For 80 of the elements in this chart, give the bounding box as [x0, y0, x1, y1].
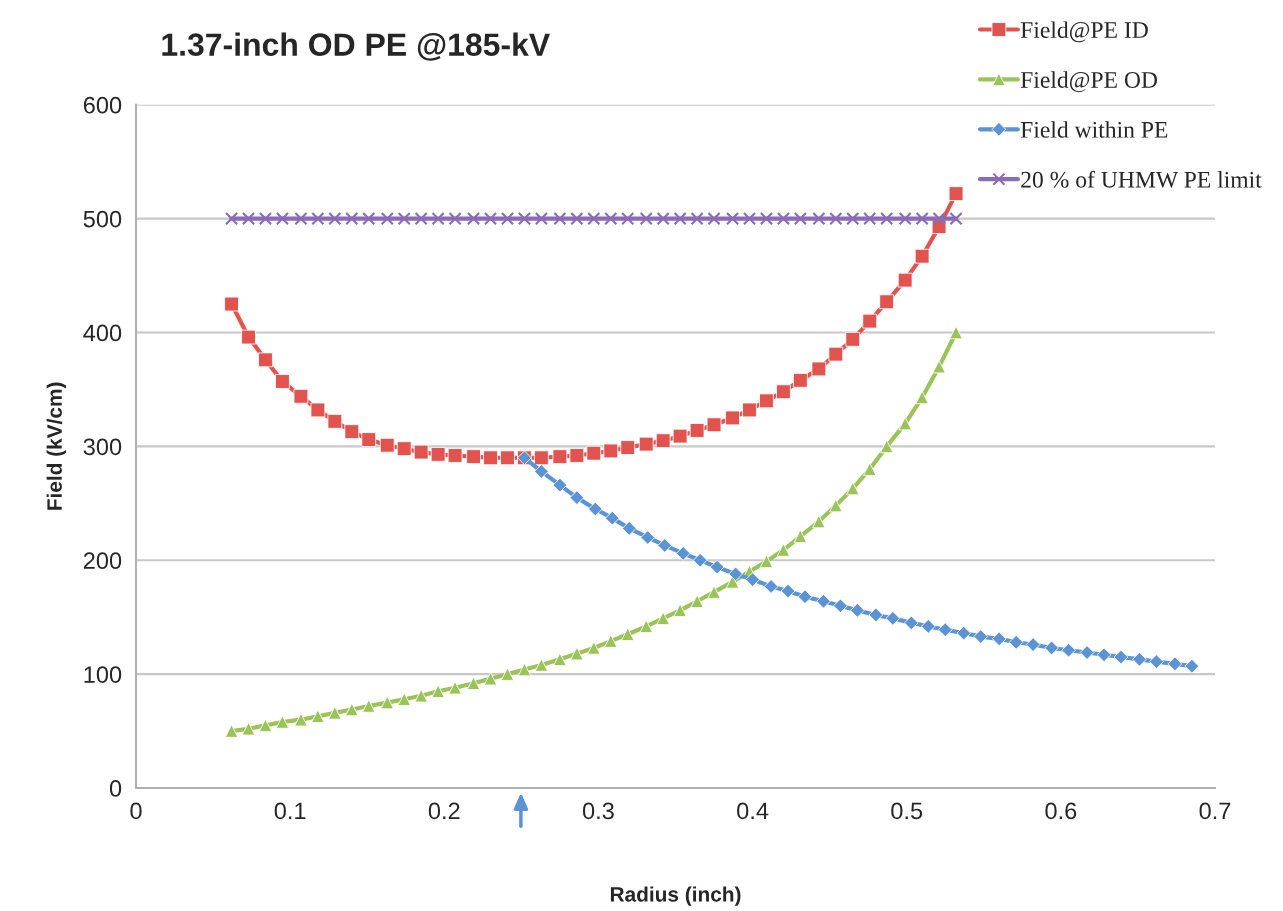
point — [742, 212, 757, 226]
legend-label: Field@PE OD — [1020, 71, 1158, 93]
point — [948, 186, 964, 201]
legend-label: Field@PE ID — [1020, 21, 1148, 43]
point — [396, 441, 412, 457]
point — [656, 212, 670, 226]
point — [880, 212, 894, 226]
point — [725, 212, 740, 226]
x-tick-label: 0.1 — [274, 802, 306, 820]
point — [258, 212, 273, 226]
point — [829, 212, 843, 226]
y-axis-title: Field (kV/cm) — [46, 382, 67, 510]
point — [812, 212, 826, 226]
point — [949, 212, 963, 226]
y-tick-label: 200 — [83, 552, 122, 570]
x-tick-label: 0.7 — [1199, 802, 1231, 820]
point — [466, 212, 481, 226]
point — [224, 212, 239, 226]
legend-label: Field within PE — [1020, 121, 1168, 138]
point — [448, 212, 462, 226]
point — [863, 212, 877, 226]
point — [898, 212, 912, 226]
point — [776, 212, 790, 226]
point — [897, 272, 913, 288]
point — [759, 212, 774, 226]
y-tick-label: 400 — [83, 324, 122, 342]
point — [862, 313, 878, 329]
point — [380, 212, 394, 226]
x-tick-label: 0.2 — [428, 802, 460, 820]
point — [500, 212, 515, 226]
point — [846, 212, 860, 226]
point — [483, 212, 498, 226]
point — [706, 417, 722, 433]
x-axis-title: Radius (inch) — [610, 886, 741, 906]
y-tick-label: 500 — [83, 210, 122, 228]
point — [517, 212, 532, 226]
point — [275, 212, 290, 226]
point — [604, 212, 618, 226]
y-tick-label: 100 — [84, 666, 122, 683]
point — [828, 346, 844, 362]
y-tick-label: 0 — [109, 780, 122, 797]
point — [639, 212, 653, 226]
point — [397, 212, 411, 226]
x-tick-label: 0.3 — [582, 802, 614, 820]
point — [621, 212, 635, 226]
point — [587, 212, 601, 226]
point — [379, 437, 395, 453]
point — [327, 413, 343, 429]
point — [690, 212, 704, 226]
point — [294, 212, 308, 226]
point — [914, 248, 930, 264]
point — [344, 424, 360, 439]
point — [570, 212, 584, 226]
point — [414, 212, 428, 226]
point — [673, 212, 687, 226]
point — [224, 296, 239, 312]
y-tick-label: 300 — [83, 438, 122, 456]
point — [553, 212, 567, 226]
x-tick-label: 0.5 — [891, 802, 923, 820]
point — [915, 212, 929, 226]
legend-label: 20 % of UHMW PE limit — [1021, 170, 1262, 188]
point — [345, 212, 359, 226]
point — [431, 212, 445, 226]
point — [707, 212, 721, 226]
point — [792, 372, 808, 388]
point — [362, 212, 376, 226]
y-tick-label: 600 — [83, 96, 122, 114]
point — [793, 212, 807, 226]
point — [311, 212, 325, 226]
point — [241, 212, 256, 226]
point — [328, 212, 342, 226]
point — [638, 436, 654, 452]
point — [811, 361, 827, 377]
x-tick-label: 0 — [130, 802, 142, 820]
x-tick-label: 0.4 — [737, 802, 769, 820]
chart-title: 1.37-inch OD PE @185-kV — [162, 32, 550, 61]
point — [413, 444, 429, 460]
x-tick-label: 0.6 — [1045, 802, 1077, 820]
point — [534, 212, 548, 226]
point — [932, 212, 946, 226]
